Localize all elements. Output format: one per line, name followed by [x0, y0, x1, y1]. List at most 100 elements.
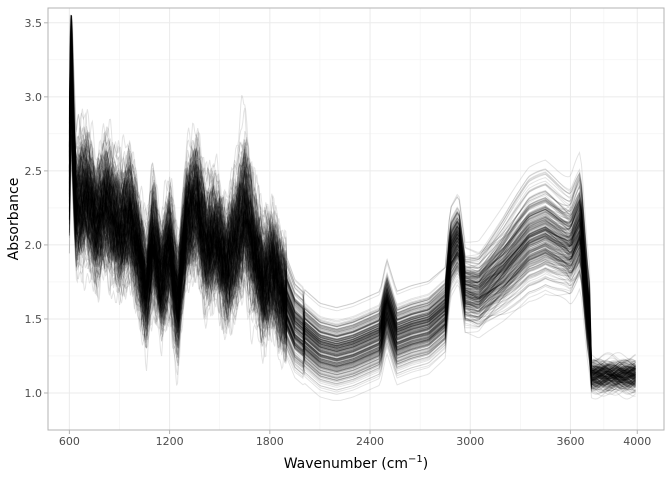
spectrum-line — [68, 108, 636, 386]
spectrum-line — [68, 54, 636, 377]
spectrum-line — [68, 101, 636, 382]
spectrum-line — [68, 27, 636, 378]
spectrum-line — [68, 84, 636, 386]
spectrum-line — [68, 96, 636, 389]
spectrum-line — [68, 112, 636, 386]
spectrum-line — [68, 131, 636, 390]
spectrum-line — [68, 90, 636, 390]
spectrum-line — [68, 72, 636, 375]
spectrum-line — [68, 98, 636, 387]
spectrum-line — [68, 83, 636, 372]
spectrum-line — [68, 53, 636, 379]
spectrum-line — [68, 28, 636, 373]
spectrum-line — [68, 100, 636, 379]
spectrum-line — [68, 88, 636, 381]
spectrum-line — [68, 19, 636, 376]
spectrum-line — [68, 92, 636, 380]
spectrum-line — [68, 53, 636, 375]
spectrum-line — [68, 15, 636, 376]
spectrum-line — [68, 114, 636, 382]
spectrum-line — [68, 68, 636, 369]
spectrum-line — [68, 77, 636, 370]
spectrum-line — [68, 96, 636, 391]
spectrum-line — [68, 97, 636, 397]
spectrum-line — [68, 55, 636, 382]
spectrum-line — [68, 113, 636, 387]
spectrum-line — [68, 102, 636, 378]
spectrum-line — [68, 69, 636, 383]
spectrum-line — [68, 134, 636, 393]
spectrum-line — [68, 26, 636, 374]
spectrum-line — [68, 98, 636, 388]
spectrum-line — [68, 136, 636, 393]
spectrum-line — [68, 90, 636, 378]
spectrum-line — [68, 89, 636, 386]
spectrum-line — [68, 86, 636, 374]
spectrum-line — [68, 61, 636, 382]
spectrum-line — [68, 114, 636, 380]
spectrum-line — [68, 75, 636, 381]
spectrum-line — [68, 54, 636, 376]
spectrum-line — [68, 135, 636, 380]
spectrum-line — [68, 30, 636, 383]
x-axis-title-superscript: −1 — [408, 454, 423, 465]
spectrum-line — [68, 15, 636, 378]
spectrum-line — [68, 60, 636, 374]
spectrum-line — [68, 157, 636, 387]
spectrum-line — [68, 68, 636, 377]
x-tick-label: 1200 — [156, 435, 184, 448]
spectrum-line — [68, 88, 636, 385]
spectrum-line — [68, 49, 636, 386]
spectrum-line — [68, 120, 636, 388]
y-tick-label: 2.5 — [25, 165, 43, 178]
spectrum-line — [68, 74, 636, 370]
spectrum-line — [68, 14, 636, 378]
spectrum-line — [68, 76, 636, 386]
spectrum-line — [68, 135, 636, 376]
spectrum-line — [68, 131, 636, 382]
spectrum-line — [68, 79, 636, 374]
spectrum-line — [68, 72, 636, 374]
spectrum-line — [68, 146, 636, 385]
spectrum-line — [68, 62, 636, 377]
spectrum-line — [68, 23, 636, 363]
spectrum-line — [68, 89, 636, 378]
spectrum-line — [68, 22, 636, 369]
spectrum-line — [68, 128, 636, 385]
spectrum-line — [68, 15, 636, 378]
spectrum-line — [68, 61, 636, 385]
plot-panel-background — [48, 8, 664, 430]
spectrum-line — [68, 67, 636, 382]
spectrum-line — [68, 94, 636, 385]
spectrum-line — [68, 94, 636, 382]
spectrum-line — [68, 40, 636, 391]
y-tick-label: 2.0 — [25, 239, 43, 252]
spectrum-line — [68, 102, 636, 377]
spectrum-line — [68, 53, 636, 386]
spectrum-line — [68, 52, 636, 376]
spectrum-line — [68, 91, 636, 378]
spectrum-line — [68, 33, 636, 381]
spectrum-line — [68, 62, 636, 380]
spectrum-line — [68, 65, 636, 388]
spectrum-line — [68, 54, 636, 372]
spectrum-line — [68, 45, 636, 385]
spectrum-line — [68, 20, 636, 383]
spectrum-line — [68, 143, 636, 392]
spectrum-line — [68, 92, 636, 390]
spectrum-line — [68, 65, 636, 382]
x-axis-title-main: Wavenumber (cm — [284, 456, 408, 472]
spectrum-line — [68, 91, 636, 376]
spectrum-line — [68, 67, 636, 389]
spectrum-line — [68, 132, 636, 381]
spectrum-line — [68, 90, 636, 374]
spectrum-line — [68, 122, 636, 384]
spectrum-line — [68, 91, 636, 391]
spectrum-line — [68, 37, 636, 383]
spectrum-line — [68, 87, 636, 387]
spectrum-line — [68, 15, 636, 388]
spectrum-line — [68, 28, 636, 380]
x-tick-label: 1800 — [256, 435, 284, 448]
spectrum-line — [68, 67, 636, 380]
spectrum-line — [68, 78, 636, 385]
